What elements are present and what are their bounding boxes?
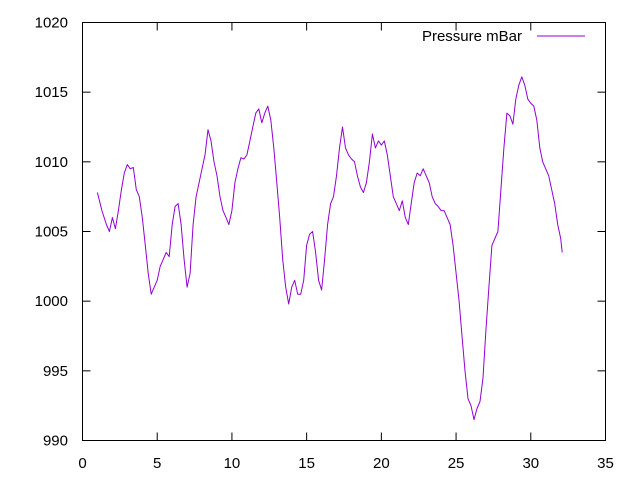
x-tick-label: 30 bbox=[522, 455, 539, 472]
y-tick-label: 1020 bbox=[35, 15, 68, 32]
legend-label: Pressure mBar bbox=[422, 28, 522, 45]
y-tick-label: 990 bbox=[43, 433, 68, 450]
y-tick-label: 1000 bbox=[35, 293, 68, 310]
y-tick-label: 995 bbox=[43, 363, 68, 380]
x-tick-label: 15 bbox=[298, 455, 315, 472]
x-tick-label: 35 bbox=[597, 455, 614, 472]
x-tick-label: 20 bbox=[373, 455, 390, 472]
y-tick-label: 1010 bbox=[35, 154, 68, 171]
x-tick-label: 5 bbox=[153, 455, 161, 472]
series-line-pressure bbox=[96, 76, 563, 421]
plot-frame bbox=[82, 22, 606, 441]
legend: Pressure mBar bbox=[422, 28, 585, 45]
y-tick-label: 1015 bbox=[35, 84, 68, 101]
x-tick-label: 0 bbox=[78, 455, 86, 472]
y-tick-label: 1005 bbox=[35, 224, 68, 241]
x-tick-label: 10 bbox=[224, 455, 241, 472]
series-group bbox=[96, 76, 563, 421]
x-tick-label: 25 bbox=[448, 455, 465, 472]
